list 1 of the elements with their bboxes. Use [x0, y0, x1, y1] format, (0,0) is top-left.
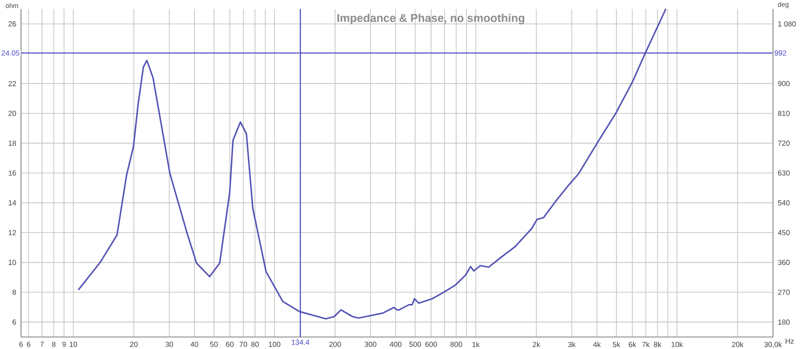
chart-title: Impedance & Phase, no smoothing — [337, 14, 524, 24]
